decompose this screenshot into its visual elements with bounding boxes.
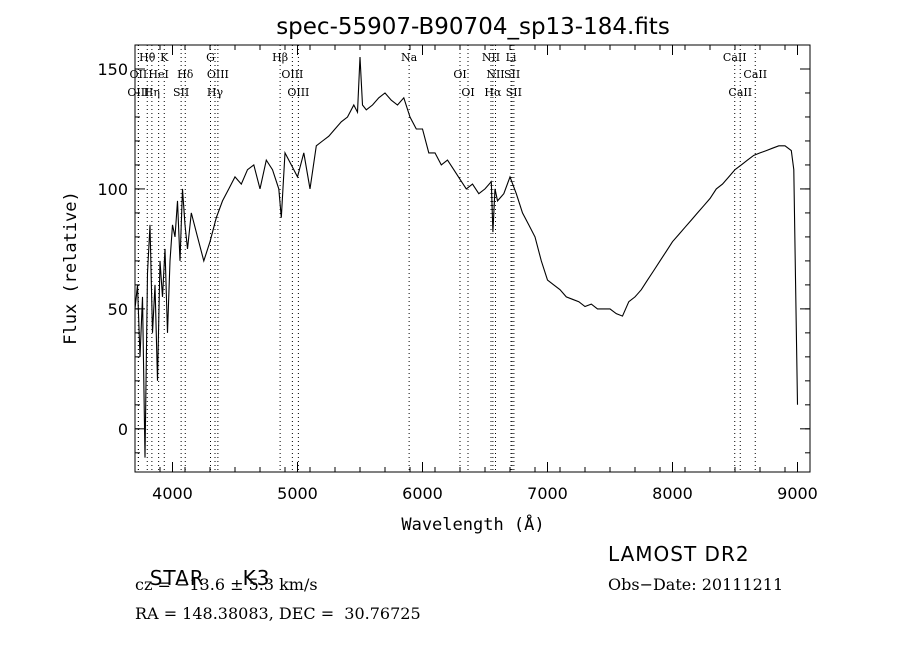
obs-date-text: Obs−Date: 20111211 bbox=[608, 575, 784, 594]
line-label-5: NII bbox=[482, 51, 500, 64]
line-label-4: Na bbox=[401, 51, 418, 64]
line-label-10: Hδ bbox=[177, 68, 194, 81]
y-axis-label: Flux (relative) bbox=[61, 191, 81, 345]
line-label-9: HeI bbox=[148, 68, 168, 81]
y-tick-label-1: 50 bbox=[108, 300, 128, 319]
velocity-text: cz = −13.6 ± 5.3 km/s bbox=[135, 575, 318, 594]
x-tick-label-5: 9000 bbox=[777, 484, 818, 503]
line-label-13: OI bbox=[453, 68, 466, 81]
subclass-text: K3 bbox=[242, 566, 271, 590]
line-label-12: OIII bbox=[281, 68, 303, 81]
line-label-8: OII bbox=[130, 68, 148, 81]
line-label-17: OIII bbox=[127, 86, 149, 99]
survey-name: LAMOST DR2 bbox=[608, 542, 750, 566]
line-label-15: SII bbox=[504, 68, 520, 81]
line-label-2: G bbox=[206, 51, 215, 64]
x-axis-label: Wavelength (Å) bbox=[401, 513, 544, 535]
line-label-16: CaII bbox=[743, 68, 767, 81]
line-label-0: Hθ bbox=[139, 51, 156, 64]
x-tick-label-0: 4000 bbox=[152, 484, 193, 503]
plot-area: 4000 5000 6000 7000 8000 9000 0 50 100 150 Hθ K G Hβ N… bbox=[97, 44, 818, 503]
line-label-11: OIII bbox=[207, 68, 229, 81]
y-tick-label-0: 0 bbox=[118, 420, 128, 439]
chart-title: spec-55907-B90704_sp13-184.fits bbox=[276, 14, 670, 40]
x-tick-label-4: 8000 bbox=[652, 484, 693, 503]
line-label-18: Hη bbox=[144, 86, 160, 99]
line-label-20: Hγ bbox=[207, 86, 224, 99]
class-text: STAR bbox=[149, 566, 205, 590]
x-tick-label-3: 7000 bbox=[527, 484, 568, 503]
line-label-24: SII bbox=[506, 86, 522, 99]
spectrum-line bbox=[134, 56, 799, 458]
line-label-22: OI bbox=[461, 86, 474, 99]
line-label-25: CaII bbox=[728, 86, 752, 99]
y-tick-label-3: 150 bbox=[97, 60, 128, 79]
y-tick-label-2: 100 bbox=[97, 180, 128, 199]
coords-text: RA = 148.38083, DEC = 30.76725 bbox=[135, 604, 421, 623]
line-label-14: NII bbox=[486, 68, 504, 81]
object-class: STAR K3 bbox=[135, 542, 271, 590]
line-label-21: OIII bbox=[287, 86, 309, 99]
x-tick-label-2: 6000 bbox=[402, 484, 443, 503]
line-label-7: CaII bbox=[723, 51, 747, 64]
line-label-6: Li bbox=[506, 51, 517, 64]
line-label-3: Hβ bbox=[272, 51, 288, 64]
x-tick-label-1: 5000 bbox=[277, 484, 318, 503]
line-label-1: K bbox=[160, 51, 169, 64]
line-label-19: SII bbox=[173, 86, 189, 99]
line-label-23: Hα bbox=[484, 86, 502, 99]
plot-frame bbox=[134, 44, 811, 473]
